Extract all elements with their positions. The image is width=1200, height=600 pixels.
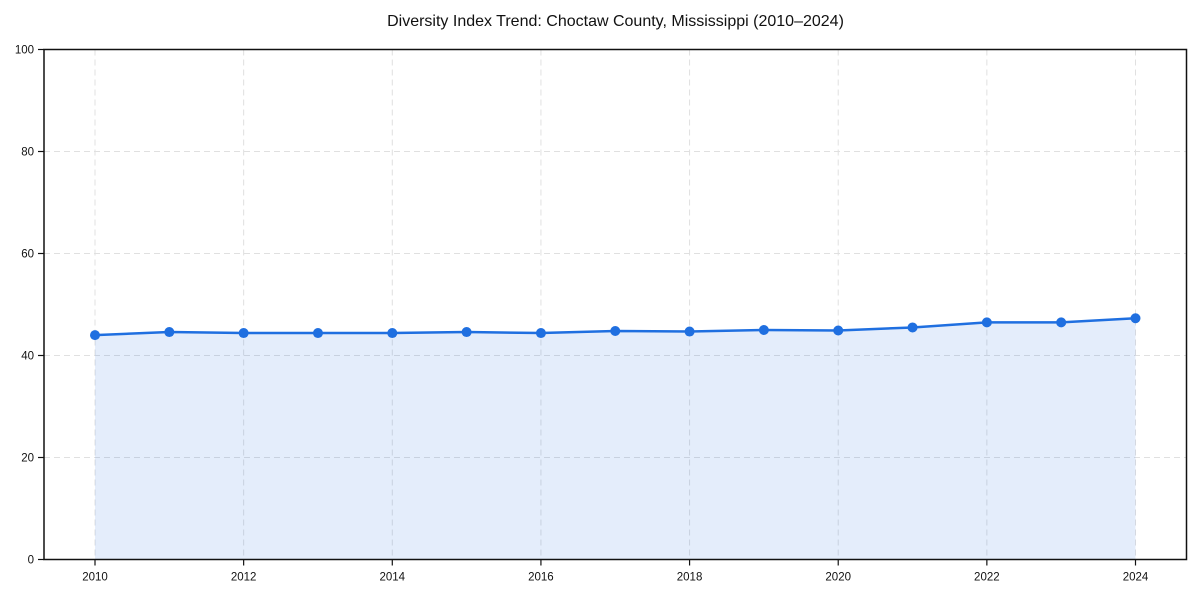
y-tick-label: 0: [28, 555, 34, 567]
data-point-2011: [164, 327, 175, 338]
data-point-2017: [610, 326, 621, 337]
data-point-2019: [758, 325, 769, 335]
data-point-2010: [90, 330, 100, 341]
chart-title: Diversity Index Trend: Choctaw County, M…: [387, 13, 844, 30]
x-tick-label: 2014: [379, 572, 405, 584]
y-tick-label: 60: [21, 249, 34, 261]
x-tick-label: 2024: [1123, 572, 1149, 584]
data-point-2018: [684, 326, 695, 337]
data-point-2020: [833, 325, 844, 336]
y-tick-label: 20: [21, 453, 34, 465]
data-point-2023: [1056, 317, 1067, 328]
x-tick-label: 2012: [231, 572, 257, 584]
x-tick-label: 2018: [677, 572, 703, 584]
x-tick-label: 2022: [974, 572, 1000, 584]
y-tick-label: 40: [21, 351, 34, 363]
data-point-2016: [535, 328, 546, 339]
y-tick-label: 80: [21, 147, 34, 159]
data-point-2013: [312, 328, 323, 339]
x-tick-label: 2016: [528, 572, 554, 584]
data-point-2022: [981, 317, 992, 328]
plot-frame: [43, 48, 1188, 561]
y-tick-label: 100: [15, 45, 34, 57]
x-tick-label: 2020: [825, 572, 851, 584]
data-point-2015: [461, 327, 472, 338]
data-point-2014: [387, 328, 398, 339]
area-fill: [95, 318, 1136, 560]
x-tick-label: 2010: [82, 572, 108, 584]
data-point-2012: [238, 328, 249, 339]
data-point-2024: [1130, 313, 1141, 324]
data-point-2021: [907, 322, 918, 333]
